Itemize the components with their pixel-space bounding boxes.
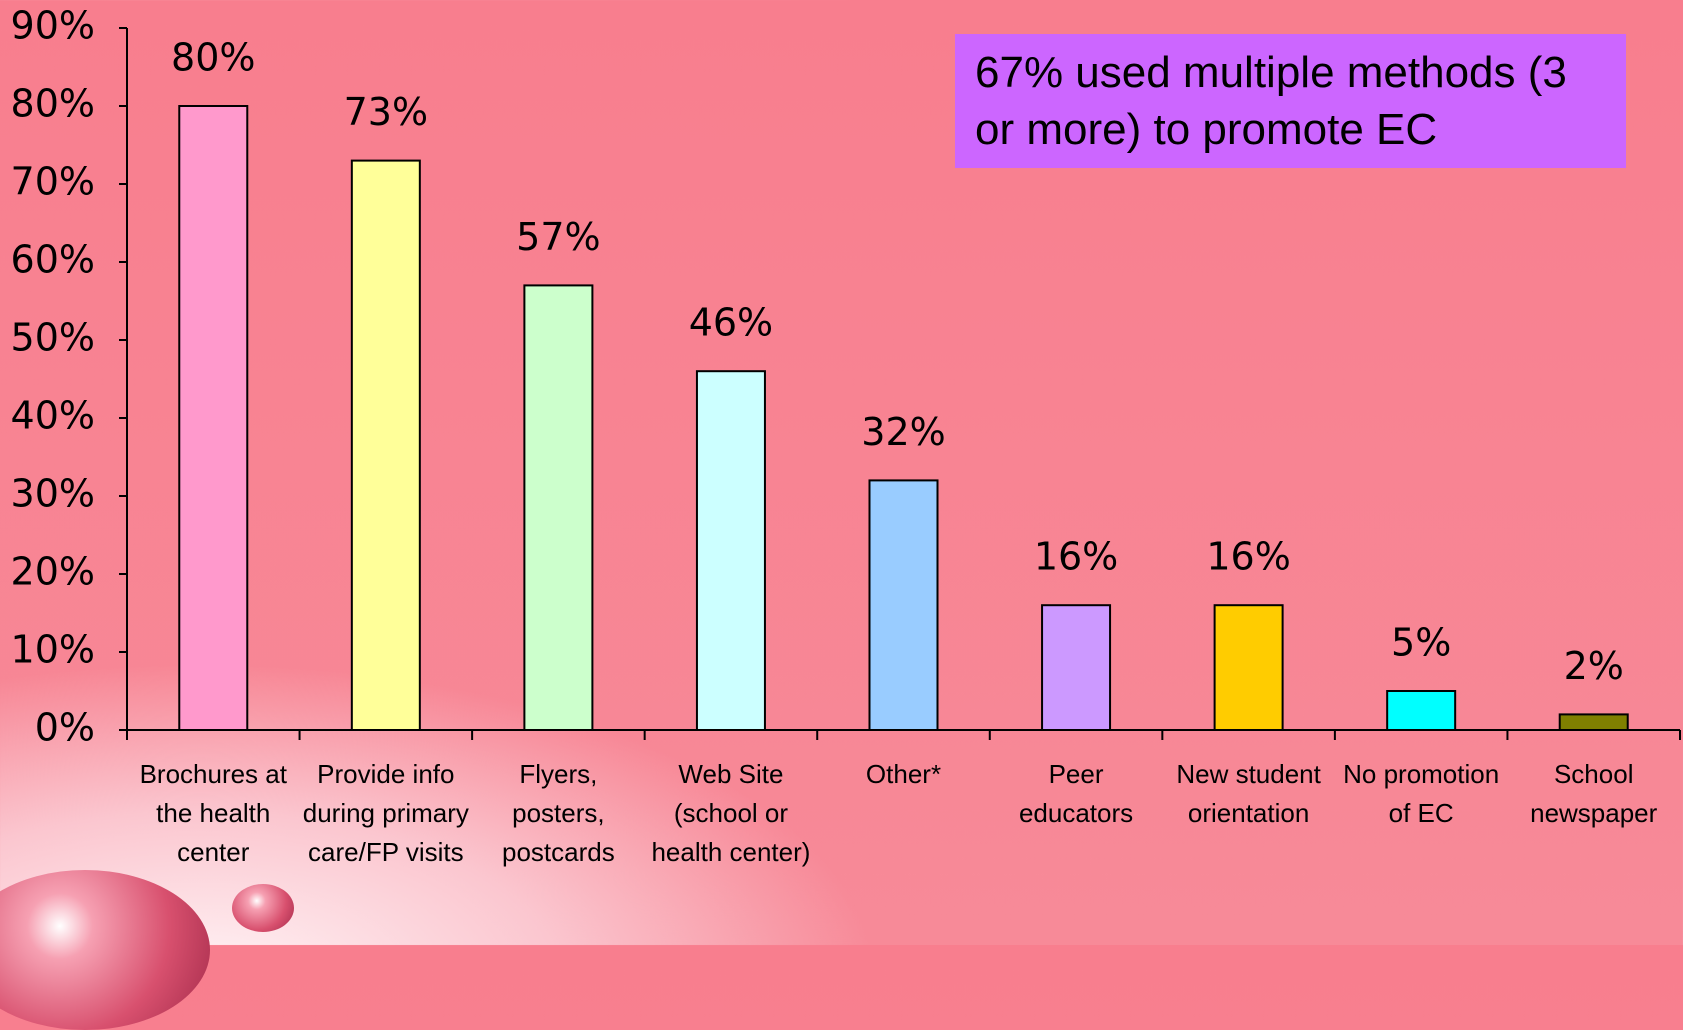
bar — [1387, 691, 1455, 730]
value-label: 73% — [344, 90, 428, 134]
y-tick-label: 20% — [11, 550, 95, 594]
x-tick-label: Web Site (school or health center) — [646, 755, 816, 872]
value-label: 2% — [1564, 644, 1624, 688]
x-tick-label: Flyers, posters, postcards — [473, 755, 643, 872]
bar — [870, 480, 938, 730]
value-label: 16% — [1206, 535, 1290, 579]
annotation: 67% used multiple methods (3 or more) to… — [955, 34, 1626, 168]
x-tick-label: Peer educators — [991, 755, 1161, 833]
bar — [524, 285, 592, 730]
y-tick-label: 50% — [11, 316, 95, 360]
bar — [179, 106, 247, 730]
page: 0% 10% 20% 30% 40% 50% 60% 70% 80% 90% 80% 73% 57% 46… — [0, 0, 1683, 945]
bar — [697, 371, 765, 730]
value-label: 16% — [1034, 535, 1118, 579]
bar — [1560, 714, 1628, 730]
y-tick-label: 0% — [35, 706, 95, 750]
x-tick-label: Brochures at the health center — [128, 755, 298, 872]
x-tick-label: New student orientation — [1164, 755, 1334, 833]
value-label: 57% — [516, 215, 600, 259]
x-tick-label: Other* — [819, 755, 989, 794]
value-label: 5% — [1391, 621, 1451, 665]
bar — [352, 161, 420, 730]
y-tick-label: 70% — [11, 160, 95, 204]
x-tick-label: No promotion of EC — [1336, 755, 1506, 833]
y-tick-label: 10% — [11, 628, 95, 672]
y-tick-label: 30% — [11, 472, 95, 516]
x-tick-label: Provide info during primary care/FP visi… — [301, 755, 471, 872]
y-tick-label: 90% — [11, 4, 95, 48]
value-label: 46% — [689, 301, 773, 345]
bar — [1042, 605, 1110, 730]
value-label: 80% — [171, 36, 255, 80]
y-tick-label: 60% — [11, 238, 95, 282]
y-tick-label: 40% — [11, 394, 95, 438]
value-label: 32% — [861, 410, 945, 454]
y-tick-label: 80% — [11, 82, 95, 126]
x-tick-label: School newspaper — [1509, 755, 1679, 833]
bar — [1215, 605, 1283, 730]
